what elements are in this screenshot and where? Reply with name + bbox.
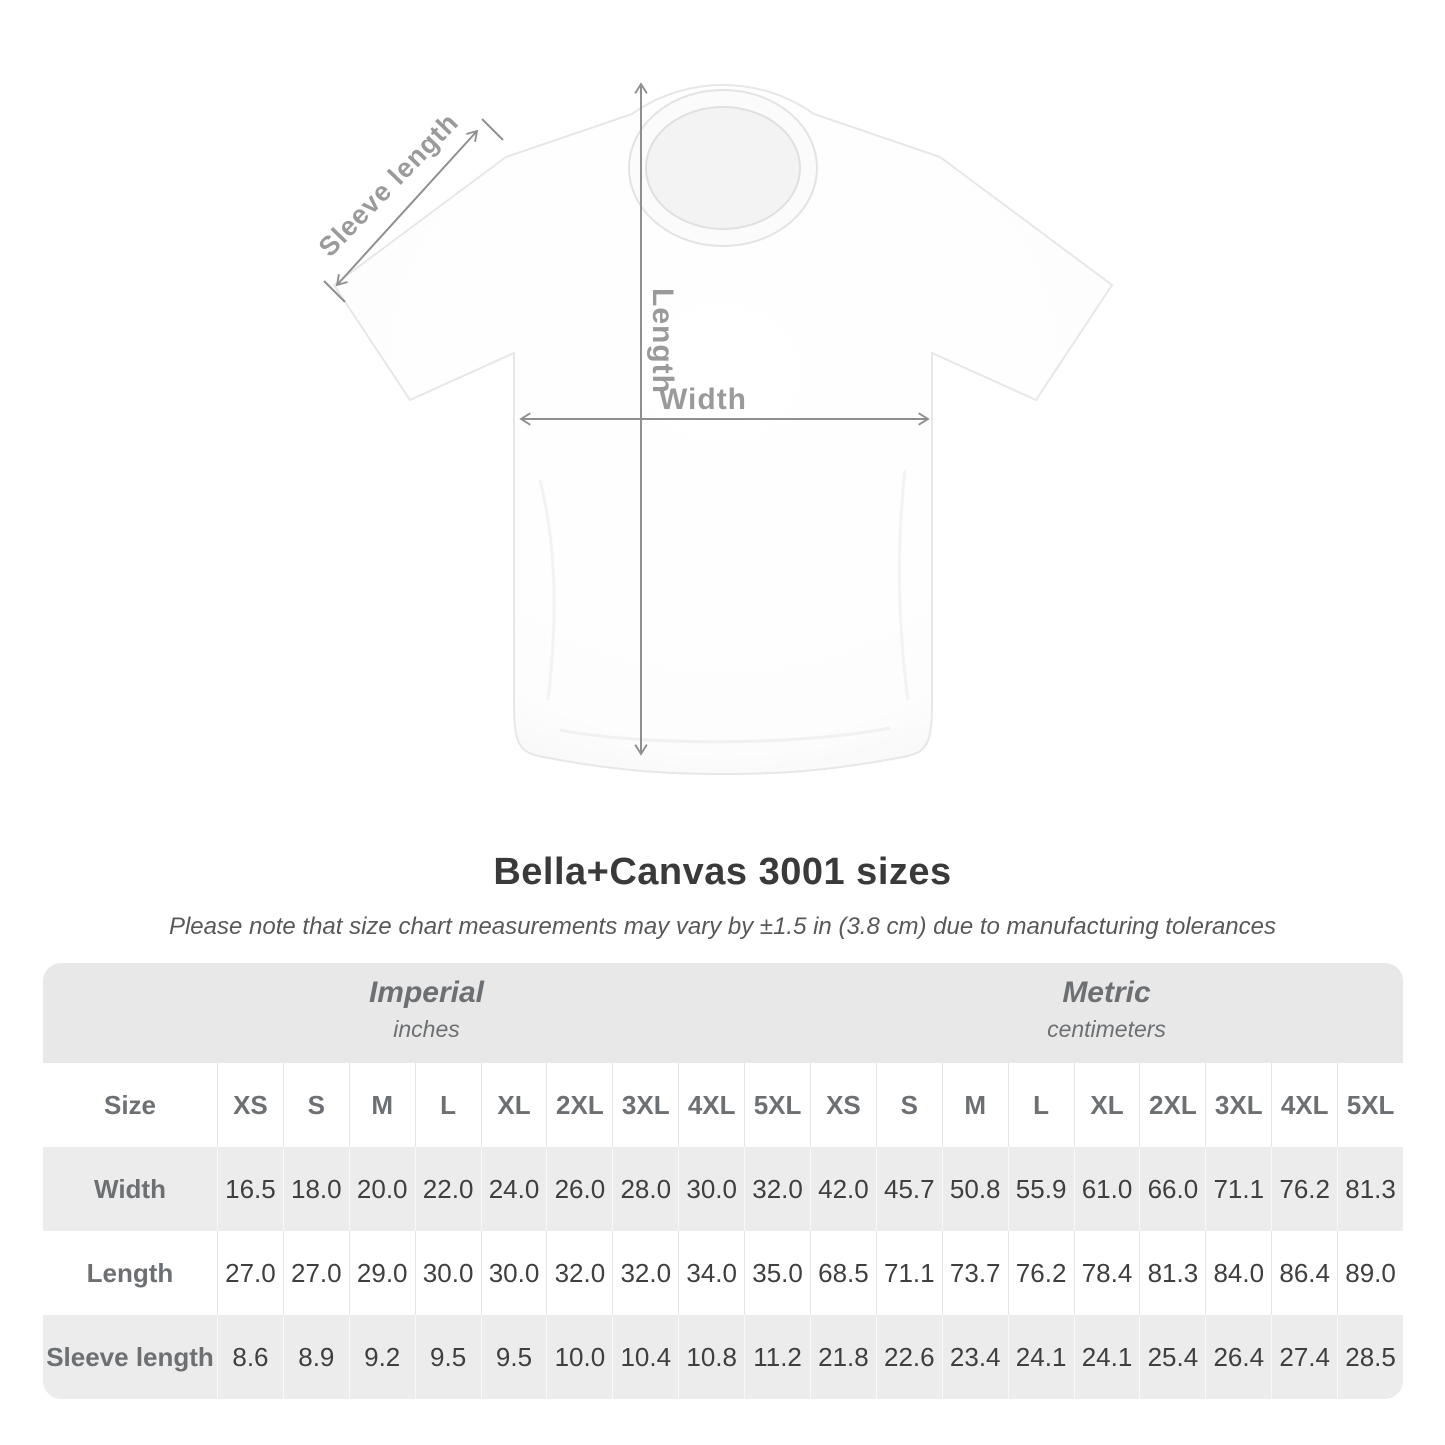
size-header-cell: 4XL <box>678 1063 744 1147</box>
size-header-cell: L <box>414 1063 481 1147</box>
value-cell: 11.2 <box>744 1315 810 1399</box>
value-cell: 27.4 <box>1271 1315 1337 1399</box>
size-header-cell: XS <box>809 1063 876 1147</box>
imperial-group-unit: inches <box>393 1016 460 1042</box>
value-cell: 35.0 <box>744 1231 810 1315</box>
sleeve-arrow <box>335 129 479 287</box>
value-cell: 28.0 <box>612 1147 678 1231</box>
length-row: Length 27.0 27.0 29.0 30.0 30.0 32.0 32.… <box>43 1231 1403 1315</box>
value-cell: 55.9 <box>1007 1147 1074 1231</box>
value-cell: 10.8 <box>678 1315 744 1399</box>
size-header-cell: 5XL <box>744 1063 810 1147</box>
value-cell: 24.0 <box>480 1147 547 1231</box>
size-header-cell: M <box>348 1063 415 1147</box>
size-chart-table: Imperial inches Metric centimeters Size … <box>43 963 1403 1399</box>
value-cell: 81.3 <box>1139 1231 1205 1315</box>
unit-group-header-row: Imperial inches Metric centimeters <box>43 963 1403 1063</box>
size-header-cell: 3XL <box>1205 1063 1271 1147</box>
row-label: Width <box>94 1173 166 1204</box>
value-cell: 71.1 <box>1205 1147 1271 1231</box>
sleeve-length-row: Sleeve length 8.6 8.9 9.2 9.5 9.5 10.0 1… <box>43 1315 1403 1399</box>
value-cell: 66.0 <box>1139 1147 1205 1231</box>
value-cell: 27.0 <box>217 1231 283 1315</box>
size-header-row: Size XS S M L XL 2XL 3XL 4XL 5XL XS S M … <box>43 1063 1403 1147</box>
size-header-cell: XS <box>217 1063 283 1147</box>
value-cell: 21.8 <box>809 1315 876 1399</box>
page-title: Bella+Canvas 3001 sizes <box>493 851 952 893</box>
value-cell: 71.1 <box>875 1231 942 1315</box>
value-cell: 23.4 <box>941 1315 1008 1399</box>
collar-inner <box>645 106 801 230</box>
size-header-cell: 5XL <box>1337 1063 1403 1147</box>
value-cell: 50.8 <box>941 1147 1008 1231</box>
value-cell: 45.7 <box>875 1147 942 1231</box>
size-header-cell: M <box>941 1063 1008 1147</box>
size-header-cell: XL <box>480 1063 547 1147</box>
value-cell: 29.0 <box>348 1231 415 1315</box>
value-cell: 32.0 <box>612 1231 678 1315</box>
tshirt-graphic: Sleeve length Length Width <box>313 82 1114 776</box>
value-cell: 86.4 <box>1271 1231 1337 1315</box>
value-cell: 20.0 <box>348 1147 415 1231</box>
page-subtitle: Please note that size chart measurements… <box>168 913 1277 940</box>
value-cell: 16.5 <box>217 1147 283 1231</box>
value-cell: 73.7 <box>941 1231 1008 1315</box>
size-column-header: Size <box>103 1089 157 1120</box>
value-cell: 32.0 <box>744 1147 810 1231</box>
sleeve-arrow-tick-top <box>481 118 504 141</box>
size-header-cell: XL <box>1073 1063 1140 1147</box>
value-cell: 76.2 <box>1007 1231 1074 1315</box>
length-label: Length <box>646 288 679 394</box>
value-cell: 22.0 <box>414 1147 481 1231</box>
value-cell: 81.3 <box>1337 1147 1403 1231</box>
width-label: Width <box>659 383 747 416</box>
tshirt-silhouette <box>332 83 1114 776</box>
value-cell: 18.0 <box>282 1147 349 1231</box>
value-cell: 30.0 <box>678 1147 744 1231</box>
imperial-group-title: Imperial <box>368 976 485 1009</box>
size-header-cell: 3XL <box>612 1063 678 1147</box>
value-cell: 10.4 <box>612 1315 678 1399</box>
size-header-cell: 4XL <box>1271 1063 1337 1147</box>
value-cell: 9.2 <box>348 1315 415 1399</box>
tshirt-measurement-diagram: Sleeve length Length Width <box>313 82 1114 776</box>
width-row: Width 16.5 18.0 20.0 22.0 24.0 26.0 28.0… <box>43 1147 1403 1231</box>
value-cell: 24.1 <box>1007 1315 1074 1399</box>
value-cell: 78.4 <box>1073 1231 1140 1315</box>
value-cell: 9.5 <box>414 1315 481 1399</box>
value-cell: 26.0 <box>546 1147 612 1231</box>
imperial-group-header: Imperial inches <box>43 963 810 1063</box>
value-cell: 30.0 <box>414 1231 481 1315</box>
size-header-cell: S <box>875 1063 942 1147</box>
value-cell: 61.0 <box>1073 1147 1140 1231</box>
size-header-cell: 2XL <box>546 1063 612 1147</box>
value-cell: 24.1 <box>1073 1315 1140 1399</box>
value-cell: 84.0 <box>1205 1231 1271 1315</box>
value-cell: 27.0 <box>282 1231 349 1315</box>
value-cell: 8.6 <box>217 1315 283 1399</box>
row-label: Length <box>86 1257 174 1288</box>
metric-group-unit: centimeters <box>1047 1016 1166 1042</box>
value-cell: 30.0 <box>480 1231 547 1315</box>
value-cell: 32.0 <box>546 1231 612 1315</box>
row-label: Sleeve length <box>46 1341 214 1372</box>
metric-group-header: Metric centimeters <box>810 963 1403 1063</box>
value-cell: 34.0 <box>678 1231 744 1315</box>
value-cell: 76.2 <box>1271 1147 1337 1231</box>
value-cell: 28.5 <box>1337 1315 1403 1399</box>
metric-group-title: Metric <box>1062 976 1151 1009</box>
size-header-cell: L <box>1007 1063 1074 1147</box>
value-cell: 42.0 <box>809 1147 876 1231</box>
value-cell: 68.5 <box>809 1231 876 1315</box>
sleeve-arrow-tick-bottom <box>323 280 346 303</box>
size-header-cell: S <box>282 1063 349 1147</box>
size-header-cell: 2XL <box>1139 1063 1205 1147</box>
value-cell: 10.0 <box>546 1315 612 1399</box>
value-cell: 9.5 <box>480 1315 547 1399</box>
value-cell: 22.6 <box>875 1315 942 1399</box>
value-cell: 26.4 <box>1205 1315 1271 1399</box>
value-cell: 8.9 <box>282 1315 349 1399</box>
value-cell: 89.0 <box>1337 1231 1403 1315</box>
value-cell: 25.4 <box>1139 1315 1205 1399</box>
